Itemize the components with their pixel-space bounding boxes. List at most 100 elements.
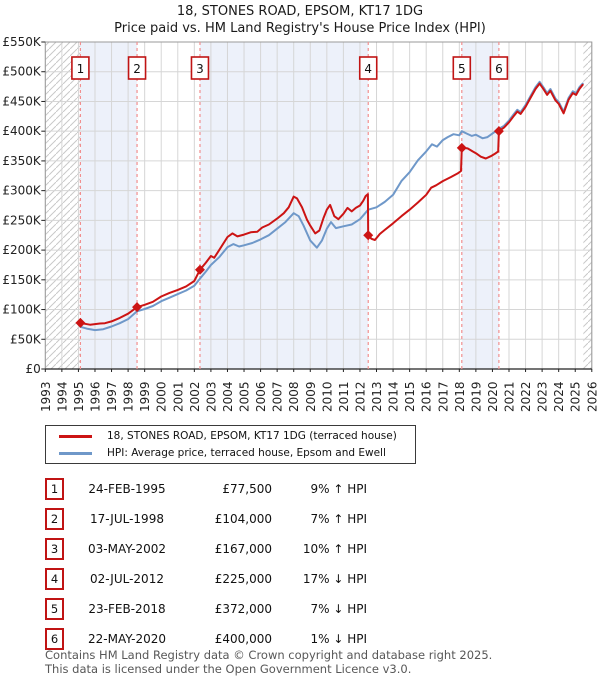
x-axis-tick-label: 2022 <box>519 381 533 412</box>
sale-number-label: 4 <box>364 62 372 76</box>
txn-price: £104,000 <box>214 512 272 526</box>
sale-number-box <box>127 56 147 80</box>
x-axis-tick-label: 2017 <box>436 381 450 412</box>
chart-legend: 18, STONES ROAD, EPSOM, KT17 1DG (terrac… <box>45 425 416 464</box>
txn-date: 03-MAY-2002 <box>87 542 166 556</box>
txn-date: 02-JUL-2012 <box>90 572 164 586</box>
sale-number-box <box>358 56 378 80</box>
x-axis-tick-label: 2013 <box>370 381 384 412</box>
x-axis-tick-label: 2007 <box>271 381 285 412</box>
sale-point-marker <box>194 264 205 275</box>
x-axis-tick-label: 2026 <box>585 381 599 412</box>
x-axis-tick-label: 2020 <box>486 381 500 412</box>
y-axis-tick-label: £400K <box>2 124 42 138</box>
x-axis-tick-label: 1999 <box>138 381 152 412</box>
sale-point-marker <box>75 317 86 328</box>
y-axis-tick-label: £500K <box>2 65 42 79</box>
ownership-band <box>199 42 369 369</box>
x-axis-tick-label: 1994 <box>55 381 69 412</box>
txn-price: £167,000 <box>214 542 272 556</box>
x-axis-tick-label: 2008 <box>287 381 301 412</box>
txn-date: 23-FEB-2018 <box>88 602 166 616</box>
sale-number-label: 2 <box>133 62 141 76</box>
txn-number-badge: 3 <box>45 538 64 560</box>
y-axis-tick-label: £300K <box>2 184 42 198</box>
txn-number-badge: 1 <box>45 478 64 500</box>
sale-number-box <box>452 56 472 80</box>
x-axis-tick-label: 2024 <box>552 381 566 412</box>
no-data-hatch <box>45 42 81 369</box>
txn-price: £400,000 <box>214 632 272 646</box>
txn-number-badge: 5 <box>45 598 64 620</box>
x-axis-tick-label: 2011 <box>337 381 351 412</box>
txn-hpi-delta: 7% ↓ HPI <box>310 602 367 616</box>
price-chart: 1 2 3 4 5 6 £0 £50K £100K £150K £200K £250K £300K £35… <box>2 35 599 412</box>
series-price_paid-line <box>79 82 584 326</box>
sale-number-label: 5 <box>458 62 466 76</box>
txn-hpi-delta: 1% ↓ HPI <box>310 632 367 646</box>
legend-row-price: 18, STONES ROAD, EPSOM, KT17 1DG (terrac… <box>46 429 415 444</box>
x-axis-tick-label: 1993 <box>39 381 53 412</box>
y-axis-tick-label: £0 <box>26 362 41 376</box>
txn-number-badge: 2 <box>45 508 64 530</box>
x-axis-tick-label: 2023 <box>536 381 550 412</box>
sale-number-label: 6 <box>495 62 503 76</box>
txn-hpi-delta: 10% ↑ HPI <box>302 542 367 556</box>
no-data-hatch <box>583 42 592 369</box>
page-subtitle: Price paid vs. HM Land Registry's House … <box>114 21 486 36</box>
x-axis-tick-label: 2004 <box>221 381 235 412</box>
x-axis-tick-label: 2012 <box>353 381 367 412</box>
ownership-band <box>461 42 499 369</box>
y-axis-tick-label: £550K <box>2 35 42 49</box>
x-axis-tick-label: 2014 <box>387 381 401 412</box>
txn-hpi-delta: 9% ↑ HPI <box>310 482 367 496</box>
y-axis-tick-label: £450K <box>2 94 42 108</box>
x-axis-tick-label: 2010 <box>320 381 334 412</box>
legend-row-hpi: HPI: Average price, terraced house, Epso… <box>46 446 415 461</box>
sale-point-marker <box>363 230 374 241</box>
x-axis-tick-label: 2005 <box>238 381 252 412</box>
y-axis-tick-label: £250K <box>2 213 42 227</box>
txn-price: £372,000 <box>214 602 272 616</box>
hpi-line-swatch-icon <box>59 451 92 455</box>
sale-number-box <box>489 56 509 80</box>
txn-number-badge: 4 <box>45 568 64 590</box>
x-axis-tick-label: 1995 <box>72 381 86 412</box>
sale-point-marker <box>493 126 504 137</box>
x-axis-tick-label: 2009 <box>304 381 318 412</box>
y-axis-tick-label: £200K <box>2 243 42 257</box>
sale-number-label: 1 <box>77 62 85 76</box>
x-axis-tick-label: 2000 <box>155 381 169 412</box>
x-axis-tick-label: 1998 <box>122 381 136 412</box>
x-axis-tick-label: 2006 <box>254 381 268 412</box>
sale-number-label: 3 <box>196 62 204 76</box>
x-axis-tick-label: 2021 <box>502 381 516 412</box>
txn-price: £225,000 <box>214 572 272 586</box>
x-axis-tick-label: 2025 <box>569 381 583 412</box>
txn-hpi-delta: 7% ↑ HPI <box>310 512 367 526</box>
x-axis-tick-label: 2015 <box>403 381 417 412</box>
sale-number-box <box>71 56 90 80</box>
txn-price: £77,500 <box>222 482 272 496</box>
footer-line-2: This data is licensed under the Open Gov… <box>45 661 412 676</box>
txn-date: 17-JUL-1998 <box>90 512 164 526</box>
x-axis-tick-label: 2016 <box>420 381 434 412</box>
y-axis-tick-label: £150K <box>2 273 42 287</box>
txn-hpi-delta: 17% ↓ HPI <box>302 572 367 586</box>
txn-date: 22-MAY-2020 <box>87 632 166 646</box>
y-axis-tick-label: £100K <box>2 303 42 317</box>
price-line-swatch-icon <box>59 434 92 438</box>
x-axis-tick-label: 1996 <box>88 381 102 412</box>
license-footer: Contains HM Land Registry data © Crown c… <box>45 648 492 677</box>
x-axis-tick-label: 2019 <box>469 381 483 412</box>
legend-label-price: 18, STONES ROAD, EPSOM, KT17 1DG (terrac… <box>107 430 397 442</box>
txn-number-badge: 6 <box>45 628 64 650</box>
x-axis-tick-label: 2018 <box>453 381 467 412</box>
y-axis-tick-label: £350K <box>2 154 42 168</box>
sale-number-box <box>190 56 210 80</box>
x-axis-tick-label: 1997 <box>105 381 119 412</box>
page-title: 18, STONES ROAD, EPSOM, KT17 1DG <box>176 4 424 19</box>
legend-label-hpi: HPI: Average price, terraced house, Epso… <box>107 447 386 459</box>
x-axis-tick-label: 2001 <box>171 381 185 412</box>
